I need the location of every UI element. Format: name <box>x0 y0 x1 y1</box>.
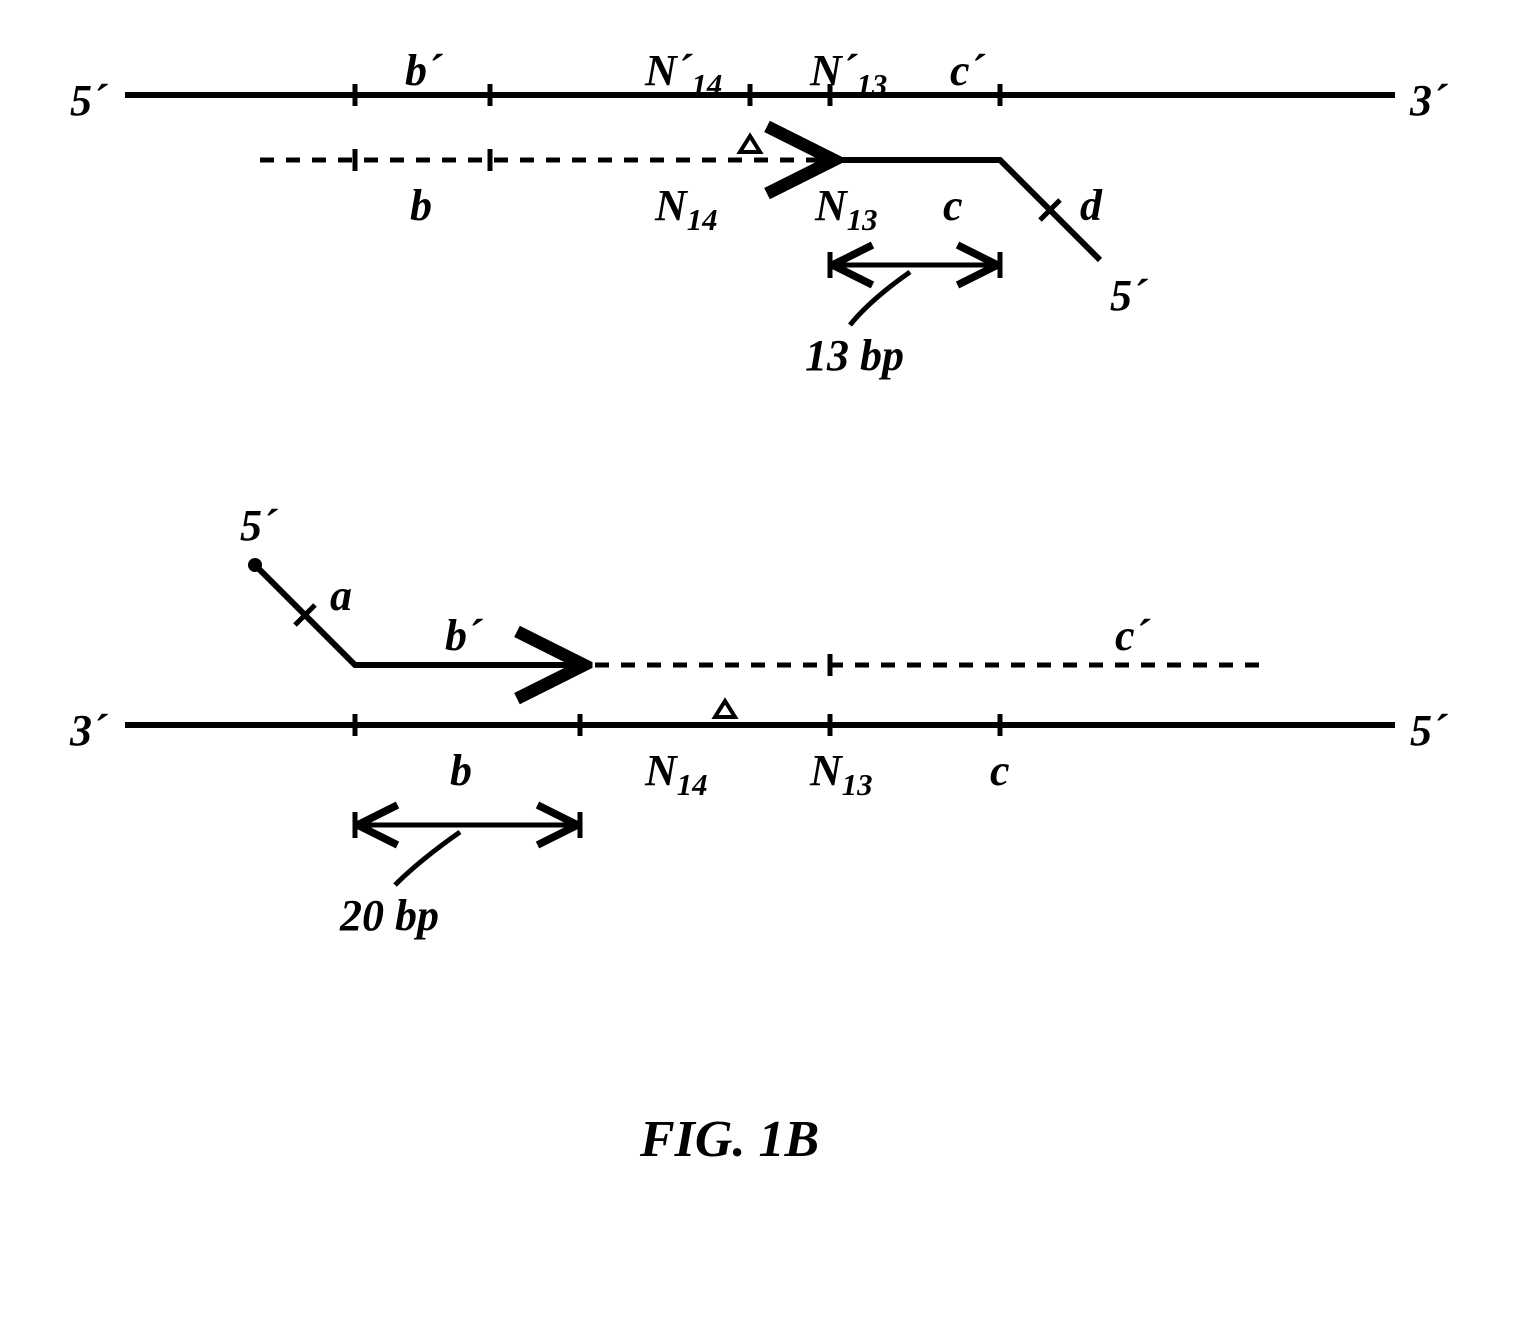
figure-container: 5´ 3´ b´ N´14 N´13 c´ b N14 N13 c d 5´ 1… <box>40 40 1495 1292</box>
label-n14prime: N´14 <box>645 45 722 103</box>
label-c: c <box>943 180 963 231</box>
label-n13b: N13 <box>810 745 873 803</box>
figure-caption: FIG. 1B <box>640 1110 819 1169</box>
top-dim-leader <box>850 272 910 325</box>
label-five-right: 5´ <box>1410 705 1447 756</box>
label-b2: b <box>450 745 472 796</box>
label-five-left: 5´ <box>70 75 107 126</box>
label-three-left: 3´ <box>70 705 107 756</box>
bottom-dim-leader <box>395 832 460 885</box>
label-d: d <box>1080 180 1102 231</box>
label-bprime2: b´ <box>445 610 482 661</box>
top-panel-svg <box>40 40 1495 420</box>
top-panel: 5´ 3´ b´ N´14 N´13 c´ b N14 N13 c d 5´ 1… <box>40 40 1495 420</box>
label-n14b: N14 <box>645 745 708 803</box>
label-20bp: 20 bp <box>340 890 439 941</box>
bottom-primer-dot <box>248 558 262 572</box>
bottom-panel: 3´ 5´ 5´ a b´ c´ b N14 N13 c 20 bp <box>40 480 1495 940</box>
label-bprime: b´ <box>405 45 442 96</box>
label-three-right: 3´ <box>1410 75 1447 126</box>
bottom-triangle-marker <box>715 701 735 717</box>
label-b: b <box>410 180 432 231</box>
label-cprime2: c´ <box>1115 610 1149 661</box>
label-13bp: 13 bp <box>805 330 904 381</box>
top-triangle-marker <box>740 136 760 152</box>
label-n14: N14 <box>655 180 718 238</box>
label-five-up: 5´ <box>240 500 277 551</box>
label-n13: N13 <box>815 180 878 238</box>
label-n13prime: N´13 <box>810 45 887 103</box>
label-a: a <box>330 570 352 621</box>
label-five-down: 5´ <box>1110 270 1147 321</box>
label-cprime: c´ <box>950 45 984 96</box>
label-c2: c <box>990 745 1010 796</box>
